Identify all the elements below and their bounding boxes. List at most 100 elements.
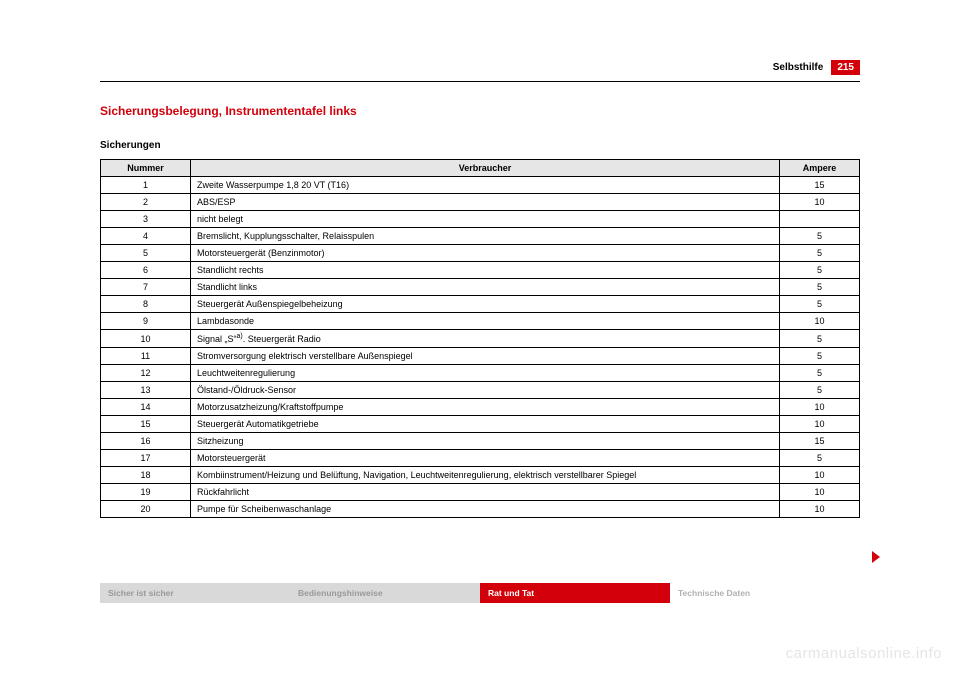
cell-verbraucher: Kombiinstrument/Heizung und Belüftung, N… bbox=[191, 467, 780, 484]
cell-verbraucher: Lambdasonde bbox=[191, 313, 780, 330]
cell-verbraucher: Standlicht links bbox=[191, 279, 780, 296]
cell-ampere: 10 bbox=[780, 313, 860, 330]
cell-verbraucher: nicht belegt bbox=[191, 211, 780, 228]
table-row: 16Sitzheizung15 bbox=[101, 433, 860, 450]
cell-verbraucher: Steuergerät Außenspiegelbeheizung bbox=[191, 296, 780, 313]
tab-technische-daten[interactable]: Technische Daten bbox=[670, 583, 860, 603]
cell-ampere: 5 bbox=[780, 296, 860, 313]
cell-ampere: 10 bbox=[780, 194, 860, 211]
cell-nummer: 11 bbox=[101, 348, 191, 365]
table-subtitle: Sicherungen bbox=[100, 140, 860, 151]
header-rule bbox=[100, 81, 860, 82]
table-body: 1Zweite Wasserpumpe 1,8 20 VT (T16)152AB… bbox=[101, 177, 860, 518]
table-row: 1Zweite Wasserpumpe 1,8 20 VT (T16)15 bbox=[101, 177, 860, 194]
cell-nummer: 18 bbox=[101, 467, 191, 484]
cell-ampere: 5 bbox=[780, 330, 860, 348]
cell-verbraucher: Motorzusatzheizung/Kraftstoffpumpe bbox=[191, 399, 780, 416]
cell-ampere: 10 bbox=[780, 501, 860, 518]
table-row: 7Standlicht links5 bbox=[101, 279, 860, 296]
cell-nummer: 2 bbox=[101, 194, 191, 211]
cell-nummer: 14 bbox=[101, 399, 191, 416]
cell-ampere: 5 bbox=[780, 262, 860, 279]
cell-ampere: 5 bbox=[780, 228, 860, 245]
cell-verbraucher: Leuchtweitenregulierung bbox=[191, 365, 780, 382]
cell-nummer: 16 bbox=[101, 433, 191, 450]
tab-sicher-ist-sicher[interactable]: Sicher ist sicher bbox=[100, 583, 290, 603]
col-verbraucher: Verbraucher bbox=[191, 160, 780, 177]
table-row: 2ABS/ESP10 bbox=[101, 194, 860, 211]
cell-verbraucher: Sitzheizung bbox=[191, 433, 780, 450]
cell-verbraucher: Ölstand-/Öldruck-Sensor bbox=[191, 382, 780, 399]
table-header: Nummer Verbraucher Ampere bbox=[101, 160, 860, 177]
cell-nummer: 7 bbox=[101, 279, 191, 296]
tab-rat-und-tat[interactable]: Rat und Tat bbox=[480, 583, 670, 603]
cell-nummer: 3 bbox=[101, 211, 191, 228]
cell-ampere: 15 bbox=[780, 433, 860, 450]
cell-ampere bbox=[780, 211, 860, 228]
cell-nummer: 6 bbox=[101, 262, 191, 279]
tab-label: Sicher ist sicher bbox=[108, 588, 174, 598]
cell-ampere: 10 bbox=[780, 484, 860, 501]
table-row: 19Rückfahrlicht10 bbox=[101, 484, 860, 501]
cell-nummer: 1 bbox=[101, 177, 191, 194]
footer-tabs: Sicher ist sicher Bedienungshinweise Rat… bbox=[100, 583, 860, 603]
cell-ampere: 5 bbox=[780, 348, 860, 365]
cell-ampere: 10 bbox=[780, 399, 860, 416]
table-row: 5Motorsteuergerät (Benzinmotor)5 bbox=[101, 245, 860, 262]
table-row: 13Ölstand-/Öldruck-Sensor5 bbox=[101, 382, 860, 399]
cell-nummer: 13 bbox=[101, 382, 191, 399]
table-row: 14Motorzusatzheizung/Kraftstoffpumpe10 bbox=[101, 399, 860, 416]
cell-ampere: 5 bbox=[780, 450, 860, 467]
table-row: 10Signal „S“a). Steuergerät Radio5 bbox=[101, 330, 860, 348]
cell-verbraucher: Steuergerät Automatikgetriebe bbox=[191, 416, 780, 433]
cell-nummer: 15 bbox=[101, 416, 191, 433]
cell-verbraucher: Pumpe für Scheibenwaschanlage bbox=[191, 501, 780, 518]
table-row: 6Standlicht rechts5 bbox=[101, 262, 860, 279]
table-row: 8Steuergerät Außenspiegelbeheizung5 bbox=[101, 296, 860, 313]
page-header: Selbsthilfe 215 bbox=[100, 60, 860, 75]
cell-ampere: 5 bbox=[780, 245, 860, 262]
cell-verbraucher: ABS/ESP bbox=[191, 194, 780, 211]
table-row: 12Leuchtweitenregulierung5 bbox=[101, 365, 860, 382]
table-row: 3nicht belegt bbox=[101, 211, 860, 228]
tab-bedienungshinweise[interactable]: Bedienungshinweise bbox=[290, 583, 480, 603]
cell-nummer: 4 bbox=[101, 228, 191, 245]
table-row: 4Bremslicht, Kupplungsschalter, Relaissp… bbox=[101, 228, 860, 245]
section-label: Selbsthilfe bbox=[773, 62, 824, 73]
cell-ampere: 5 bbox=[780, 382, 860, 399]
watermark: carmanualsonline.info bbox=[786, 645, 942, 662]
cell-verbraucher: Rückfahrlicht bbox=[191, 484, 780, 501]
cell-verbraucher: Signal „S“a). Steuergerät Radio bbox=[191, 330, 780, 348]
table-row: 11Stromversorgung elektrisch verstellbar… bbox=[101, 348, 860, 365]
cell-nummer: 17 bbox=[101, 450, 191, 467]
page-number: 215 bbox=[831, 60, 860, 75]
fuse-table: Nummer Verbraucher Ampere 1Zweite Wasser… bbox=[100, 159, 860, 518]
col-ampere: Ampere bbox=[780, 160, 860, 177]
cell-verbraucher: Standlicht rechts bbox=[191, 262, 780, 279]
cell-nummer: 9 bbox=[101, 313, 191, 330]
continue-arrow-icon bbox=[872, 551, 880, 563]
col-nummer: Nummer bbox=[101, 160, 191, 177]
cell-verbraucher: Zweite Wasserpumpe 1,8 20 VT (T16) bbox=[191, 177, 780, 194]
tab-label: Technische Daten bbox=[678, 588, 750, 598]
cell-nummer: 20 bbox=[101, 501, 191, 518]
cell-ampere: 10 bbox=[780, 416, 860, 433]
table-row: 18Kombiinstrument/Heizung und Belüftung,… bbox=[101, 467, 860, 484]
cell-nummer: 19 bbox=[101, 484, 191, 501]
tab-label: Bedienungshinweise bbox=[298, 588, 383, 598]
page: Selbsthilfe 215 Sicherungsbelegung, Inst… bbox=[0, 0, 960, 678]
table-row: 17Motorsteuergerät5 bbox=[101, 450, 860, 467]
table-row: 20Pumpe für Scheibenwaschanlage10 bbox=[101, 501, 860, 518]
table-row: 9Lambdasonde10 bbox=[101, 313, 860, 330]
cell-ampere: 15 bbox=[780, 177, 860, 194]
page-title: Sicherungsbelegung, Instrumententafel li… bbox=[100, 104, 860, 118]
cell-ampere: 10 bbox=[780, 467, 860, 484]
cell-verbraucher: Stromversorgung elektrisch verstellbare … bbox=[191, 348, 780, 365]
cell-nummer: 8 bbox=[101, 296, 191, 313]
cell-nummer: 10 bbox=[101, 330, 191, 348]
cell-verbraucher: Motorsteuergerät bbox=[191, 450, 780, 467]
tab-label: Rat und Tat bbox=[488, 588, 534, 598]
cell-verbraucher: Bremslicht, Kupplungsschalter, Relaisspu… bbox=[191, 228, 780, 245]
table-row: 15Steuergerät Automatikgetriebe10 bbox=[101, 416, 860, 433]
cell-nummer: 5 bbox=[101, 245, 191, 262]
